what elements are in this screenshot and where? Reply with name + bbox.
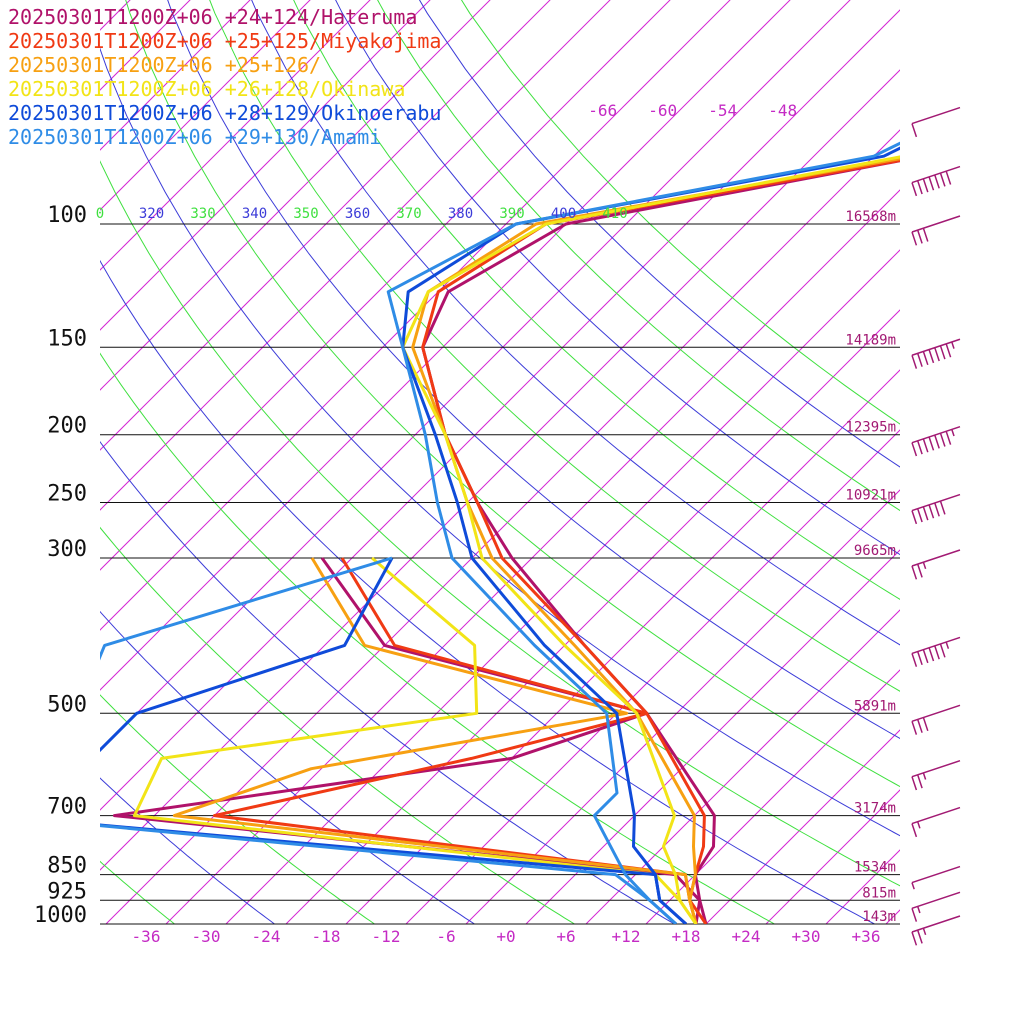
height-label: 14189m xyxy=(845,332,896,348)
dewpoint-line xyxy=(0,558,686,924)
wind-barb xyxy=(912,495,960,524)
x-tick-label: +18 xyxy=(672,927,701,946)
wind-barb xyxy=(912,216,960,245)
theta-label: 330 xyxy=(190,206,215,222)
height-labels: 16568m 14189m 12395m 10921m 9665m 5891m 3174m 1… xyxy=(845,209,896,925)
isotherm-line xyxy=(766,0,1024,924)
x-tick-label: +36 xyxy=(852,927,881,946)
wind-barb xyxy=(912,761,960,790)
x-tick-label: -36 xyxy=(132,927,161,946)
wind-barb xyxy=(912,550,960,579)
isotherm-line xyxy=(286,0,1024,924)
legend-title-line: 20250301T1200Z+06 +29+130/Amami xyxy=(8,125,381,149)
dry-adiabat-line xyxy=(268,0,1024,924)
height-label: 5891m xyxy=(854,698,896,714)
upper-temp-label: -60 xyxy=(648,101,677,120)
theta-label: 320 xyxy=(139,206,164,222)
theta-label: 400 xyxy=(551,206,576,222)
wind-barb xyxy=(912,916,960,945)
upper-temp-label: -48 xyxy=(768,101,797,120)
isotherm-line xyxy=(886,0,1024,924)
theta-label: 340 xyxy=(242,206,267,222)
theta-label: 0 xyxy=(96,206,104,222)
temperature-line xyxy=(403,0,1024,924)
x-tick-label: -18 xyxy=(312,927,341,946)
upper-temp-label: -66 xyxy=(588,101,617,120)
temperature-line xyxy=(423,0,1024,924)
dry-adiabat-line xyxy=(308,0,1024,924)
wind-barb xyxy=(912,339,960,368)
isotherm-line xyxy=(1006,0,1024,924)
isotherm-line xyxy=(406,0,1024,924)
wind-barbs xyxy=(912,108,960,946)
x-tick-labels: -36 -30 -24 -18 -12 -6 +0 +6 +12 +18 +24 +30 +36 xyxy=(132,927,881,946)
height-label: 12395m xyxy=(845,420,896,436)
x-tick-label: -6 xyxy=(436,927,455,946)
theta-label: 410 xyxy=(602,206,627,222)
pressure-label: 200 xyxy=(47,414,87,439)
legend-titles: 20250301T1200Z+06 +24+124/Hateruma202503… xyxy=(8,5,441,149)
temperature-line xyxy=(388,0,1024,924)
pressure-label: 700 xyxy=(47,795,87,820)
legend-title-line: 20250301T1200Z+06 +25+125/Miyakojima xyxy=(8,29,441,53)
theta-label: 360 xyxy=(345,206,370,222)
pressure-label: 300 xyxy=(47,537,87,562)
legend-title-line: 20250301T1200Z+06 +25+126/ xyxy=(8,53,321,77)
height-label: 3174m xyxy=(854,801,896,817)
isotherm-line xyxy=(946,0,1024,924)
height-label: 143m xyxy=(862,909,896,925)
height-label: 1534m xyxy=(854,860,896,876)
x-tick-label: +0 xyxy=(496,927,515,946)
isotherm-line xyxy=(526,0,1024,924)
pressure-label: 1000 xyxy=(34,903,87,928)
isotherm-line xyxy=(646,0,1024,924)
isotherm-line xyxy=(466,0,1024,924)
height-label: 10921m xyxy=(845,488,896,504)
upper-temp-label: -54 xyxy=(708,101,737,120)
theta-label: 380 xyxy=(448,206,473,222)
isotherm-line xyxy=(826,0,1024,924)
legend-title-line: 20250301T1200Z+06 +28+129/Okinoerabu xyxy=(8,101,441,125)
isotherm-line xyxy=(706,0,1024,924)
dry-adiabat-line xyxy=(428,0,1024,924)
legend-title-line: 20250301T1200Z+06 +24+124/Hateruma xyxy=(8,5,417,29)
pressure-label: 925 xyxy=(47,879,87,904)
wind-barb xyxy=(912,637,960,666)
theta-label: 370 xyxy=(396,206,421,222)
wind-barb xyxy=(912,867,960,890)
pressure-label: 100 xyxy=(47,203,87,228)
x-tick-label: -12 xyxy=(372,927,401,946)
x-tick-label: +12 xyxy=(612,927,641,946)
wind-barb xyxy=(912,892,960,921)
x-tick-label: +6 xyxy=(556,927,575,946)
pressure-label: 500 xyxy=(47,692,87,717)
legend-title-line: 20250301T1200Z+06 +26+128/Okinawa xyxy=(8,77,405,101)
wind-barb xyxy=(912,108,960,137)
pressure-label: 850 xyxy=(47,854,87,879)
theta-label: 350 xyxy=(293,206,318,222)
theta-label: 390 xyxy=(499,206,524,222)
x-tick-label: +24 xyxy=(732,927,761,946)
wind-barb xyxy=(912,427,960,456)
height-label: 9665m xyxy=(854,543,896,559)
pressure-label: 150 xyxy=(47,326,87,351)
x-tick-label: +30 xyxy=(792,927,821,946)
x-tick-label: -24 xyxy=(252,927,281,946)
wind-barb xyxy=(912,705,960,734)
wind-barb xyxy=(912,167,960,196)
temperature-line xyxy=(403,0,1024,924)
height-label: 16568m xyxy=(845,209,896,225)
pressure-label: 250 xyxy=(47,482,87,507)
wind-barb xyxy=(912,808,960,837)
temperature-line xyxy=(423,0,1024,924)
x-tick-label: -30 xyxy=(192,927,221,946)
height-label: 815m xyxy=(862,885,896,901)
dry-adiabat-line xyxy=(388,0,1024,924)
